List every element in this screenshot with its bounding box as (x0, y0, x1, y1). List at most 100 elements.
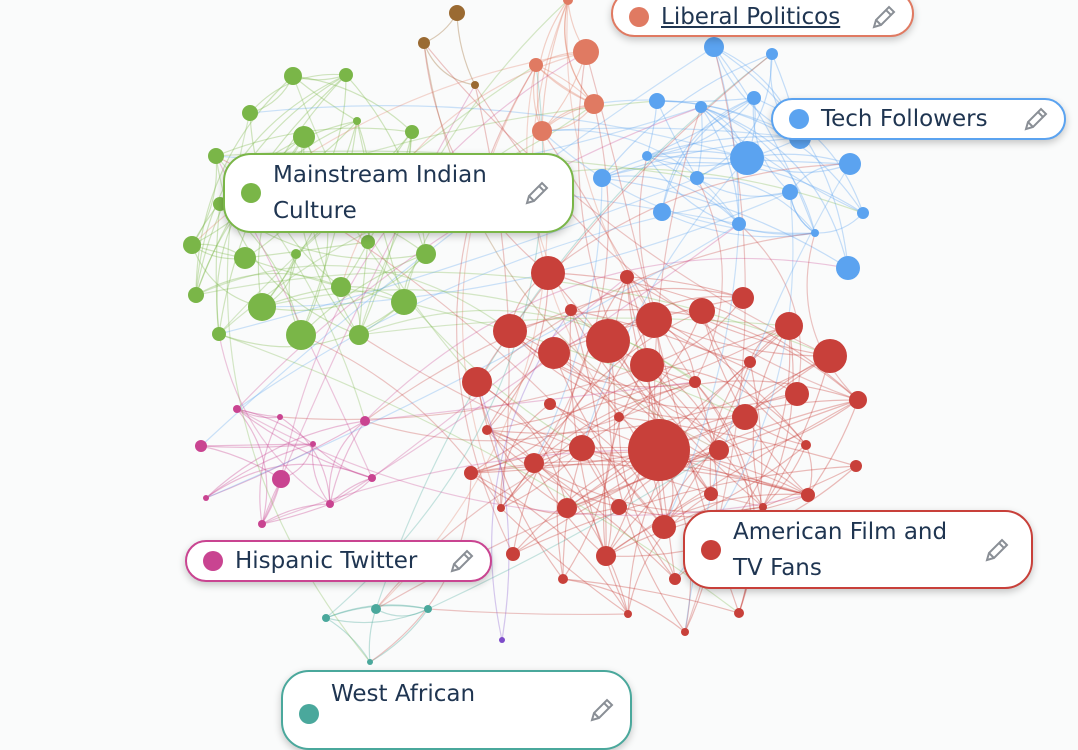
edge (696, 177, 791, 197)
edge (486, 429, 629, 615)
nodes (183, 0, 869, 665)
edge (556, 276, 628, 580)
edge (470, 472, 620, 515)
edge (311, 443, 331, 505)
page: Liberal Politicos Tech Followers Mainstr… (183, 0, 1066, 750)
node (212, 327, 226, 341)
edge (461, 64, 537, 509)
node (690, 171, 704, 185)
edge (553, 352, 665, 528)
edge (762, 355, 831, 508)
node (188, 287, 204, 303)
cluster-label[interactable]: Tech Followers (771, 98, 1066, 140)
cluster-label[interactable]: Hispanic Twitter (185, 540, 492, 582)
node (416, 244, 436, 264)
edge (474, 84, 510, 509)
edge (646, 97, 755, 157)
edge (562, 578, 740, 614)
edge (762, 465, 857, 508)
node (732, 287, 754, 309)
edge (618, 319, 662, 508)
edge (684, 381, 718, 633)
edit-icon[interactable] (1022, 105, 1050, 133)
cluster-dot (701, 539, 721, 560)
edge (328, 420, 366, 505)
cluster-label[interactable]: American Film and TV Fans (683, 510, 1033, 589)
edge (325, 608, 429, 624)
edge (564, 0, 595, 105)
node (339, 68, 353, 82)
node (695, 101, 707, 113)
edge (358, 317, 790, 336)
edge (533, 177, 603, 464)
node (277, 414, 283, 420)
edit-icon[interactable] (870, 3, 898, 31)
node (704, 37, 724, 57)
edge (694, 177, 723, 383)
edge (218, 333, 331, 505)
node (203, 495, 209, 501)
edge (601, 175, 740, 225)
edit-icon[interactable] (588, 696, 616, 724)
edge (205, 463, 373, 499)
edge (570, 309, 798, 395)
node (326, 500, 334, 508)
cluster-label[interactable]: Liberal Politicos (611, 0, 914, 37)
node (573, 39, 599, 65)
edge (486, 416, 746, 454)
node (630, 348, 664, 382)
edge (570, 309, 607, 557)
cluster-dot (241, 183, 261, 203)
edit-icon[interactable] (983, 536, 1011, 564)
node (424, 605, 432, 613)
edge (656, 97, 755, 103)
edge (547, 272, 712, 495)
node (681, 628, 689, 636)
edge (423, 42, 720, 451)
edge (700, 106, 740, 225)
edge (195, 264, 511, 332)
edge (541, 130, 655, 321)
node (464, 466, 478, 480)
edge (261, 253, 427, 312)
edit-icon[interactable] (448, 547, 476, 575)
edge (191, 155, 218, 246)
edge (601, 137, 801, 179)
node (836, 256, 860, 280)
edge (476, 381, 510, 641)
edge (663, 223, 740, 528)
edge (218, 333, 740, 614)
node (839, 153, 861, 175)
edge (646, 364, 764, 508)
node (785, 382, 809, 406)
cluster-label[interactable]: West African (281, 670, 632, 750)
edge (564, 0, 595, 105)
edge (570, 309, 696, 383)
node (208, 148, 224, 164)
edge (329, 223, 740, 505)
node (405, 125, 419, 139)
edge (661, 97, 755, 213)
edge (300, 253, 427, 336)
cluster-name: Tech Followers (821, 106, 988, 132)
edge (696, 177, 816, 234)
edge (701, 310, 807, 446)
node (766, 48, 778, 60)
edge (371, 276, 628, 479)
edge (236, 408, 373, 479)
edge (486, 325, 790, 431)
edge (605, 493, 809, 557)
edge (215, 203, 221, 335)
node (284, 67, 302, 85)
cluster-name: Hispanic Twitter (235, 548, 418, 574)
node (565, 304, 577, 316)
cluster-label[interactable]: Mainstream Indian Culture (223, 153, 574, 233)
node (730, 141, 764, 175)
cluster-name[interactable]: Liberal Politicos (661, 3, 841, 30)
node (801, 488, 815, 502)
edge (541, 129, 740, 225)
node (353, 117, 361, 125)
edit-icon[interactable] (523, 179, 551, 207)
node (371, 604, 381, 614)
node (368, 474, 376, 482)
